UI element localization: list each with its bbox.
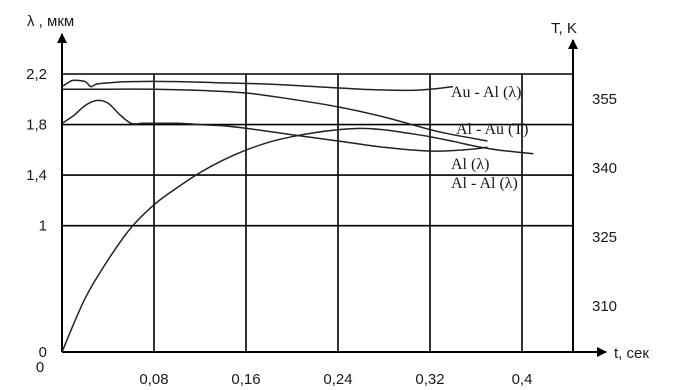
y2-tick-label: 310 bbox=[592, 298, 617, 315]
y-axis-title: λ , мкм bbox=[27, 13, 74, 30]
series-label-au-al: Au - Al (λ) bbox=[451, 84, 521, 101]
x-tick-label: 0,24 bbox=[323, 371, 352, 388]
y-tick-label: 1 bbox=[39, 218, 47, 235]
x-axis-title: t, сек bbox=[614, 345, 649, 362]
y-tick-label: 1,4 bbox=[26, 167, 47, 184]
x-tick-label: 0,08 bbox=[139, 371, 168, 388]
y-tick-label: 1,8 bbox=[26, 117, 47, 134]
series-label-al-al: Al - Al (λ) bbox=[451, 175, 518, 192]
y2-tick-label: 325 bbox=[592, 229, 617, 246]
origin-label: 0 bbox=[36, 359, 44, 376]
y-tick-label: 2,2 bbox=[26, 66, 47, 83]
y2-tick-label: 355 bbox=[592, 91, 617, 108]
y2-tick-label: 340 bbox=[592, 160, 617, 177]
series-line-al-al bbox=[61, 99, 488, 152]
series-label-al-au-t: Al - Au (T) bbox=[456, 121, 528, 138]
series-line-al-au-t bbox=[61, 127, 534, 353]
x-tick-label: 0,32 bbox=[415, 371, 444, 388]
series-label-al: Al (λ) bbox=[451, 156, 489, 173]
series-line-au-al bbox=[61, 79, 454, 92]
y2-axis-title: T, K bbox=[551, 20, 577, 37]
series-line-al bbox=[62, 88, 488, 142]
y-tick-label: 0 bbox=[39, 344, 47, 361]
x-tick-label: 0,4 bbox=[512, 371, 533, 388]
x-tick-label: 0,16 bbox=[231, 371, 260, 388]
